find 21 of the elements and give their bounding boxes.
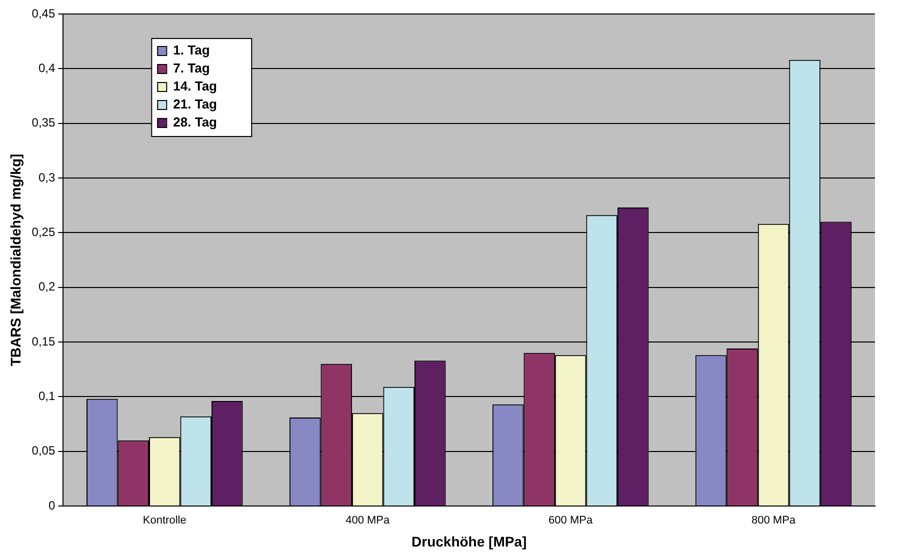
legend-label: 1. Tag [173, 42, 210, 58]
y-tick-label: 0,15 [32, 334, 56, 348]
y-tick-label: 0,3 [38, 170, 56, 184]
y-tick-label: 0,05 [32, 444, 56, 458]
y-tick-label: 0,1 [38, 388, 56, 403]
y-tick-label: 0,2 [38, 280, 56, 294]
x-axis-title: Druckhöhe [MPa] [412, 533, 527, 550]
x-tick-label: 400 MPa [346, 514, 390, 527]
x-tick-label: 800 MPa [752, 514, 796, 527]
legend-label: 28. Tag [173, 114, 218, 130]
y-tick-label: 0,25 [32, 224, 56, 239]
legend-label: 14. Tag [173, 78, 218, 94]
y-tick-label: 0,4 [38, 60, 56, 75]
y-axis-title: TBARS [Malondialdehyd mg/kg] [7, 154, 24, 366]
x-tick-label: 600 MPa [548, 514, 594, 527]
x-tick-label: Kontrolle [142, 514, 186, 527]
y-tick-label: 0,35 [32, 116, 56, 130]
y-tick-label: 0,45 [32, 6, 56, 20]
y-tick-label: 0 [48, 498, 56, 512]
legend-label: 21. Tag [173, 96, 218, 112]
legend-label: 7. Tag [173, 60, 210, 76]
